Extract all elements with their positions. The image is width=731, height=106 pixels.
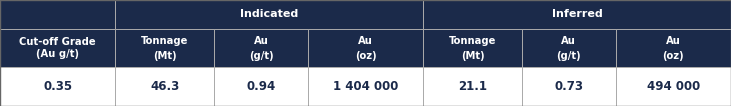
Text: (oz): (oz) xyxy=(355,52,376,61)
Text: Au: Au xyxy=(254,36,268,46)
Bar xyxy=(115,67,214,106)
Text: (g/t): (g/t) xyxy=(249,52,273,61)
Text: 46.3: 46.3 xyxy=(150,80,180,93)
Bar xyxy=(115,0,423,29)
Bar xyxy=(423,29,522,67)
Text: 1 404 000: 1 404 000 xyxy=(333,80,398,93)
Text: Tonnage: Tonnage xyxy=(141,36,189,46)
Bar xyxy=(308,29,423,67)
Text: (oz): (oz) xyxy=(662,52,684,61)
Text: 0.73: 0.73 xyxy=(554,80,583,93)
Text: Inferred: Inferred xyxy=(552,9,602,19)
Bar xyxy=(522,67,616,106)
Bar xyxy=(616,29,731,67)
Text: Cut-off Grade
(Au g/t): Cut-off Grade (Au g/t) xyxy=(20,37,96,59)
Bar xyxy=(308,67,423,106)
Text: (Mt): (Mt) xyxy=(153,52,177,61)
Bar xyxy=(214,29,308,67)
Bar xyxy=(616,67,731,106)
Text: 0.94: 0.94 xyxy=(246,80,276,93)
Text: Au: Au xyxy=(666,36,681,46)
Bar xyxy=(0,67,115,106)
Text: 494 000: 494 000 xyxy=(647,80,700,93)
Bar xyxy=(0,0,115,29)
Text: Indicated: Indicated xyxy=(240,9,298,19)
Bar xyxy=(522,29,616,67)
Text: 0.35: 0.35 xyxy=(43,80,72,93)
Text: Tonnage: Tonnage xyxy=(449,36,496,46)
Bar xyxy=(214,67,308,106)
Text: Au: Au xyxy=(561,36,576,46)
Bar xyxy=(423,0,731,29)
Text: Au: Au xyxy=(358,36,373,46)
Text: (Mt): (Mt) xyxy=(461,52,485,61)
Text: (g/t): (g/t) xyxy=(556,52,581,61)
Bar xyxy=(423,67,522,106)
Text: 21.1: 21.1 xyxy=(458,80,487,93)
Bar xyxy=(0,29,115,67)
Bar xyxy=(115,29,214,67)
